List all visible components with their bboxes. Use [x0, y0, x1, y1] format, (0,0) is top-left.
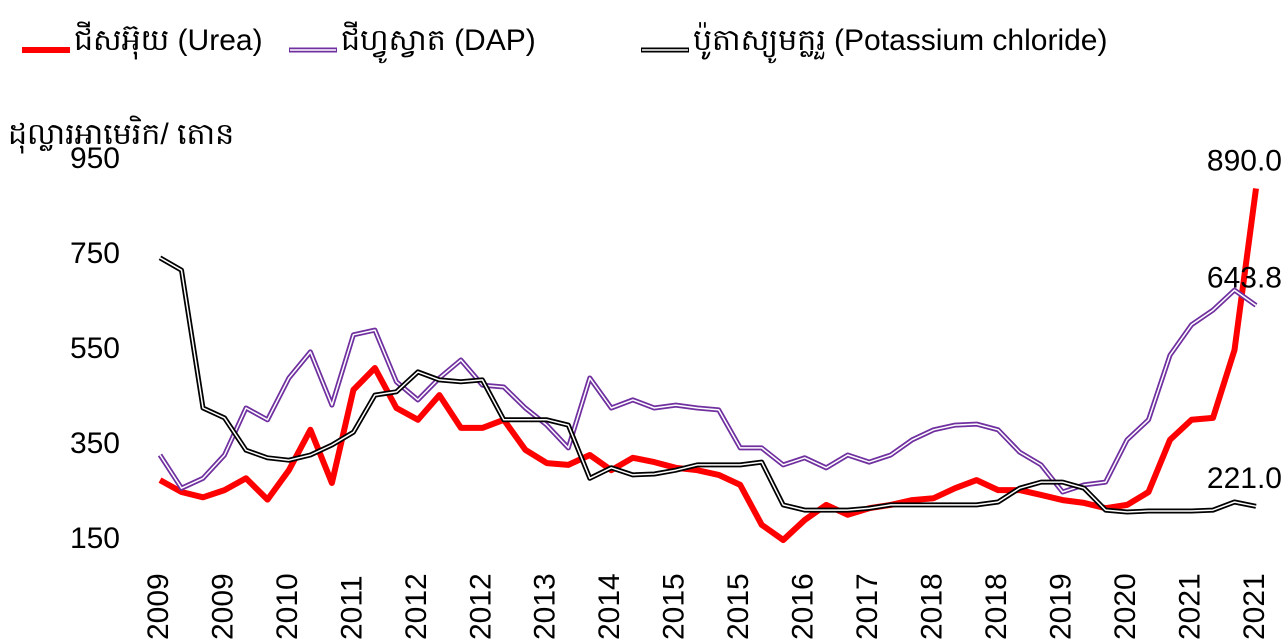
- x-tick-label: 2016: [787, 573, 820, 640]
- x-tick-label: 2017: [851, 573, 884, 640]
- series-line-inner: [159, 257, 1257, 513]
- y-tick-label: 950: [70, 142, 120, 175]
- series-line: [158, 255, 1257, 515]
- series-line: [158, 188, 1259, 543]
- x-tick-label: 2015: [722, 573, 755, 640]
- x-tick-label: 2021: [1238, 573, 1271, 640]
- x-tick-label: 2018: [980, 573, 1013, 640]
- x-tick-label: 2009: [206, 573, 239, 640]
- x-tick-label: 2021: [1173, 573, 1206, 640]
- x-tick-label: 2012: [400, 573, 433, 640]
- x-tick-label: 2012: [464, 573, 497, 640]
- y-tick-label: 350: [70, 427, 120, 460]
- x-tick-label: 2019: [1045, 573, 1078, 640]
- value-label: 221.0: [1207, 462, 1282, 495]
- legend-label: ប៉ូតាស្យូមក្លរួ (Potassium chloride): [693, 22, 1107, 64]
- series-line: [157, 287, 1258, 495]
- x-tick-label: 2014: [593, 573, 626, 640]
- legend-label: ជីសអ៊ុយ (Urea): [74, 21, 263, 60]
- legend-label: ជីហ្វូស្វាត (DAP): [341, 21, 536, 64]
- value-label: 890.0: [1207, 144, 1282, 177]
- x-tick-label: 2013: [529, 573, 562, 640]
- series-line-path: [158, 188, 1259, 543]
- value-label: 643.8: [1207, 261, 1282, 294]
- x-tick-label: 2018: [916, 573, 949, 640]
- x-tick-label: 2020: [1109, 573, 1142, 640]
- y-axis-label: ដុល្លារអាមេរិក/ តោន: [8, 115, 234, 154]
- y-tick-label: 150: [70, 522, 120, 555]
- y-tick-label: 550: [70, 332, 120, 365]
- x-tick-label: 2009: [142, 573, 175, 640]
- x-tick-label: 2010: [271, 573, 304, 640]
- x-tick-label: 2011: [335, 575, 368, 640]
- series-line-inner: [159, 289, 1257, 493]
- y-tick-label: 750: [70, 237, 120, 270]
- x-tick-label: 2015: [658, 573, 691, 640]
